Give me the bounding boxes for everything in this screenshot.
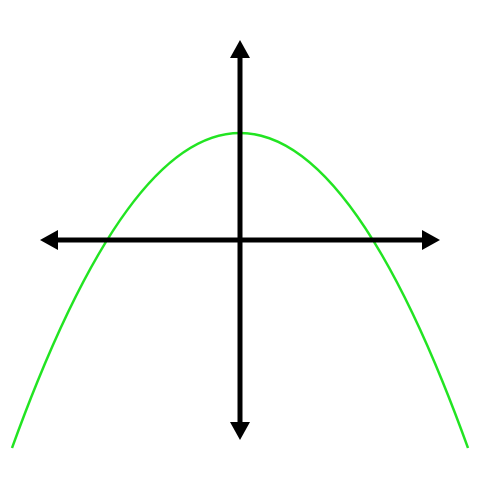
y-axis-arrow-bottom <box>230 422 250 440</box>
y-axis-arrow-top <box>230 40 250 58</box>
x-axis-arrow-right <box>422 230 440 250</box>
x-axis-arrow-left <box>40 230 58 250</box>
